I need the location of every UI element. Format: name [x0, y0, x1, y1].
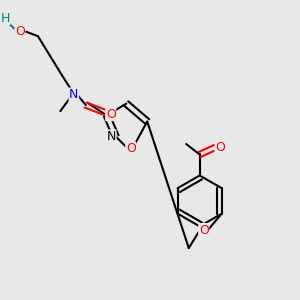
Text: N: N: [69, 88, 79, 101]
Text: O: O: [106, 108, 116, 121]
Text: O: O: [199, 224, 209, 237]
Text: H: H: [0, 12, 10, 25]
Text: O: O: [126, 142, 136, 155]
Text: O: O: [15, 25, 25, 38]
Text: O: O: [215, 140, 225, 154]
Text: N: N: [106, 130, 116, 143]
